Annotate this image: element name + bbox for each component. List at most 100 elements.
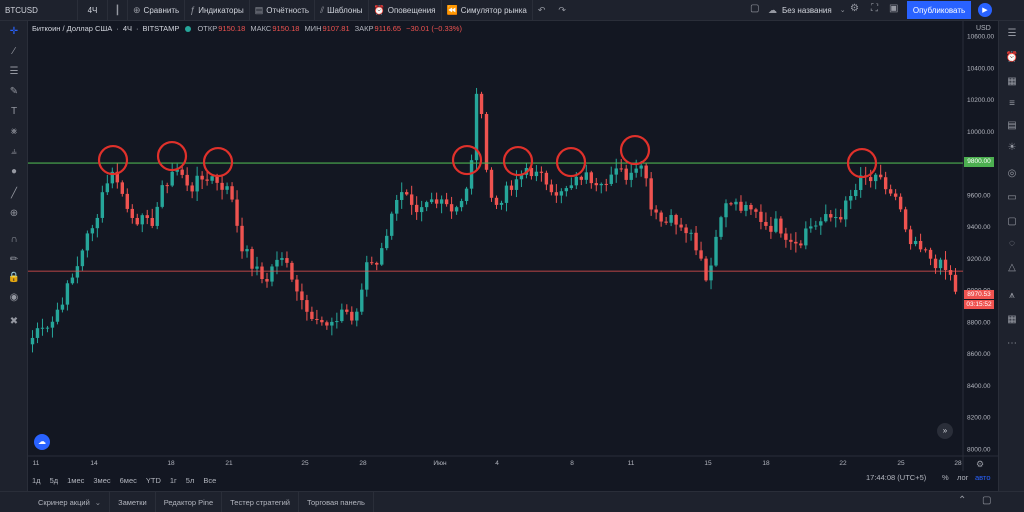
price-tick-label: 10400.00 xyxy=(967,65,994,72)
text-icon[interactable]: T xyxy=(10,106,18,117)
reports-button[interactable]: ▤ Отчётность xyxy=(250,0,316,20)
range-ytd[interactable]: YTD xyxy=(145,475,161,485)
lock-icon[interactable]: 🔒 xyxy=(7,272,21,283)
tab-pine-editor[interactable]: Редактор Pine xyxy=(156,492,223,512)
date-range-bar: 1д 5д 1мес 3мес 6мес YTD 1г 5л Все xyxy=(32,472,225,488)
range-1m[interactable]: 1мес xyxy=(67,475,85,485)
brush-icon[interactable]: ✎ xyxy=(9,86,19,97)
fullscreen-icon[interactable]: ⛶ xyxy=(871,3,878,14)
legend-title[interactable]: Биткоин / Доллар США xyxy=(32,24,113,33)
candle-body xyxy=(754,209,758,212)
candle-body xyxy=(230,186,234,200)
candle-body xyxy=(579,176,584,180)
layout-icon[interactable]: ▦ xyxy=(1007,314,1017,325)
candle-body xyxy=(834,217,838,219)
eye-icon[interactable]: ◉ xyxy=(9,292,19,303)
prediction-icon[interactable]: ⫨ xyxy=(11,146,17,157)
zoom-icon[interactable]: ⊕ xyxy=(9,208,19,219)
streams-icon[interactable]: ◎ xyxy=(1007,168,1017,179)
range-6m[interactable]: 6мес xyxy=(119,475,137,485)
fib-icon[interactable]: ☰ xyxy=(9,66,19,77)
range-5d[interactable]: 5д xyxy=(49,475,59,485)
gear-icon[interactable]: ⚙ xyxy=(850,3,859,14)
redo-button[interactable]: ↷ xyxy=(553,0,574,20)
range-5y[interactable]: 5л xyxy=(185,475,195,485)
layout-name-button[interactable]: ☁ Без названия ⌄ xyxy=(768,0,846,20)
tab-trading-panel[interactable]: Торговая панель xyxy=(299,492,374,512)
candle-body xyxy=(335,321,339,323)
data-window-icon[interactable]: ▦ xyxy=(1007,76,1017,87)
camera-icon[interactable]: ▣ xyxy=(889,3,899,14)
chart-type-button[interactable]: ┃ xyxy=(108,0,128,20)
candle-body xyxy=(115,171,120,183)
alarm-icon[interactable]: ⏰ xyxy=(1005,52,1019,63)
idea-icon[interactable]: ☀ xyxy=(1007,142,1017,153)
layout-square-icon[interactable]: ▢ xyxy=(750,3,760,14)
clock-label[interactable]: 17:44:08 (UTC+5) xyxy=(866,473,927,482)
percent-scale-toggle[interactable]: % xyxy=(942,473,949,482)
maximize-panel-icon[interactable]: ▢ xyxy=(982,495,992,506)
candle-body xyxy=(260,266,264,280)
calendar-icon[interactable]: ▤ xyxy=(1007,120,1017,131)
candle-body xyxy=(165,185,169,187)
range-1d[interactable]: 1д xyxy=(32,475,41,485)
candle-body xyxy=(235,199,239,226)
range-3m[interactable]: 3мес xyxy=(93,475,111,485)
alarm-icon: ⏰ xyxy=(373,4,385,15)
resistance-touch-circle xyxy=(502,145,534,177)
axis-settings-icon[interactable]: ⚙ xyxy=(976,459,985,469)
templates-button[interactable]: ⫽ Шаблоны xyxy=(315,0,369,20)
ruler-icon[interactable]: ╱ xyxy=(10,188,18,199)
indicators-button[interactable]: ƒ Индикаторы xyxy=(185,0,250,20)
legend-low-label: МИН xyxy=(304,24,322,33)
auto-scale-toggle[interactable]: авто xyxy=(975,473,991,482)
play-icon[interactable]: ▶ xyxy=(978,3,992,17)
zigzag-icon[interactable]: ⩚ xyxy=(1009,290,1015,301)
hotlist-icon[interactable]: ≡ xyxy=(1009,98,1015,109)
range-all[interactable]: Все xyxy=(203,475,217,485)
price-tick-label: 10200.00 xyxy=(967,97,994,104)
interval-button[interactable]: 4Ч xyxy=(78,0,108,20)
log-scale-toggle[interactable]: лог xyxy=(957,473,969,482)
tab-notes[interactable]: Заметки xyxy=(110,492,156,512)
notifications-icon[interactable]: △ xyxy=(1008,262,1016,273)
time-tick-label: 22 xyxy=(839,460,847,467)
candle-body xyxy=(245,249,249,252)
shape-icon[interactable]: ● xyxy=(10,166,18,177)
undo-button[interactable]: ↶ xyxy=(533,0,554,20)
candle-body xyxy=(734,201,738,205)
candle-body xyxy=(599,183,603,186)
candle-body xyxy=(674,215,678,225)
scroll-right-icon[interactable]: » xyxy=(937,423,953,439)
alerts-button[interactable]: ⏰ Оповещения xyxy=(369,0,442,20)
symbol-search[interactable]: BTCUSD xyxy=(0,0,78,20)
chat-bubble-icon[interactable]: ▢ xyxy=(1007,216,1017,227)
chat-icon[interactable]: ▭ xyxy=(1007,192,1017,203)
range-1y[interactable]: 1г xyxy=(169,475,177,485)
crosshair-icon[interactable]: ✛ xyxy=(9,26,19,37)
compare-button[interactable]: ⊕ Сравнить xyxy=(128,0,186,20)
candle-body xyxy=(85,233,90,251)
candle-body xyxy=(719,217,723,237)
candle-body xyxy=(839,217,843,220)
candle-body xyxy=(285,258,289,263)
magnet-icon[interactable]: ∩ xyxy=(10,234,18,245)
candle-body xyxy=(514,179,519,190)
simulator-button[interactable]: ⏪ Симулятор рынка xyxy=(442,0,533,20)
candle-body xyxy=(928,249,933,259)
stay-drawing-icon[interactable]: ✏ xyxy=(9,254,19,265)
cloud-logo-icon[interactable]: ☁ xyxy=(34,434,50,450)
watchlist-icon[interactable]: ☰ xyxy=(1007,28,1017,39)
broadcast-icon[interactable]: ◌ xyxy=(1009,238,1015,249)
collapse-panel-icon[interactable]: ⌃ xyxy=(958,495,967,506)
trash-icon[interactable]: ✖ xyxy=(9,316,19,327)
pattern-icon[interactable]: ⨳ xyxy=(10,126,18,137)
tab-strategy-tester[interactable]: Тестер стратегий xyxy=(222,492,299,512)
price-tick-label: 8400.00 xyxy=(967,383,991,390)
tab-stock-screener[interactable]: Скринер акций ⌄ xyxy=(0,492,111,512)
candle-body xyxy=(529,167,534,177)
candle-body xyxy=(175,169,179,172)
trendline-icon[interactable]: ∕ xyxy=(13,46,15,57)
publish-button[interactable]: Опубликовать xyxy=(907,1,971,19)
more-icon[interactable]: ⋯ xyxy=(1007,338,1017,349)
